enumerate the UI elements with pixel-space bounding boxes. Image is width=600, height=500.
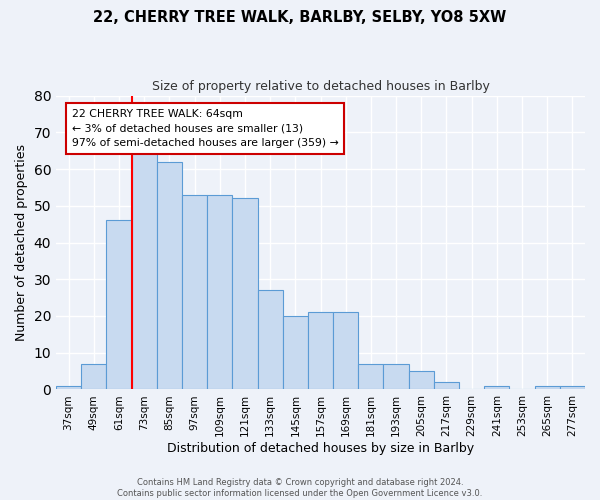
Text: 22, CHERRY TREE WALK, BARLBY, SELBY, YO8 5XW: 22, CHERRY TREE WALK, BARLBY, SELBY, YO8… xyxy=(94,10,506,25)
Text: Contains HM Land Registry data © Crown copyright and database right 2024.
Contai: Contains HM Land Registry data © Crown c… xyxy=(118,478,482,498)
Bar xyxy=(308,312,333,390)
Bar xyxy=(409,371,434,390)
Bar xyxy=(182,194,207,390)
Bar xyxy=(560,386,585,390)
Bar xyxy=(81,364,106,390)
Bar xyxy=(283,316,308,390)
Bar xyxy=(56,386,81,390)
Text: 22 CHERRY TREE WALK: 64sqm
← 3% of detached houses are smaller (13)
97% of semi-: 22 CHERRY TREE WALK: 64sqm ← 3% of detac… xyxy=(72,109,338,148)
Bar xyxy=(157,162,182,390)
Bar xyxy=(131,144,157,390)
Bar xyxy=(207,194,232,390)
Bar xyxy=(232,198,257,390)
Y-axis label: Number of detached properties: Number of detached properties xyxy=(15,144,28,341)
Bar xyxy=(257,290,283,390)
X-axis label: Distribution of detached houses by size in Barlby: Distribution of detached houses by size … xyxy=(167,442,474,455)
Bar xyxy=(484,386,509,390)
Title: Size of property relative to detached houses in Barlby: Size of property relative to detached ho… xyxy=(152,80,490,93)
Bar xyxy=(383,364,409,390)
Bar xyxy=(434,382,459,390)
Bar xyxy=(358,364,383,390)
Bar xyxy=(333,312,358,390)
Bar xyxy=(106,220,131,390)
Bar xyxy=(535,386,560,390)
